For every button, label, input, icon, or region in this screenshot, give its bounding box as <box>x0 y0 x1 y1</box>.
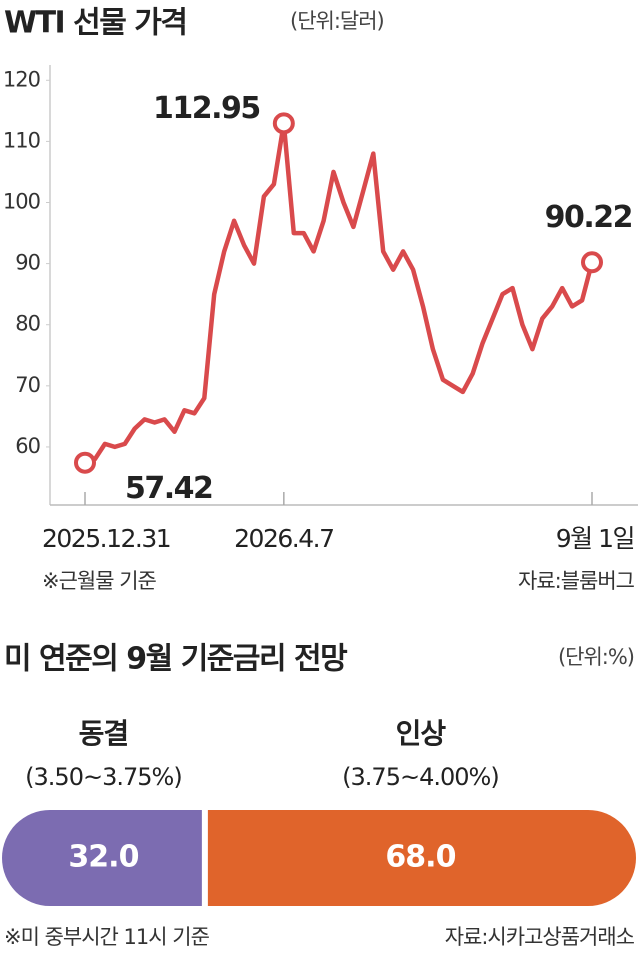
segment-value-label: 32.0 <box>68 840 138 875</box>
bar-group <box>2 810 636 906</box>
data-label: 112.95 <box>153 91 260 126</box>
legend-label: 인상 <box>396 717 447 750</box>
point-marker <box>581 251 603 274</box>
legend-label: 동결 <box>79 717 129 750</box>
y-tick-label: 60 <box>15 434 40 458</box>
y-tick-label: 90 <box>15 251 40 275</box>
price-line <box>84 121 595 465</box>
y-tick-label: 70 <box>15 373 40 397</box>
unit-label: (단위:달러) <box>290 9 384 33</box>
source-note: 자료:블룸버그 <box>518 569 635 593</box>
y-tick-label: 80 <box>15 312 40 336</box>
point-marker <box>272 112 295 135</box>
footnote: ※근월물 기준 <box>42 569 157 593</box>
chart-title: WTI 선물 가격 <box>4 6 187 41</box>
y-tick-label: 100 <box>3 190 40 214</box>
unit-label: (단위:%) <box>558 645 634 669</box>
segment-value-label: 68.0 <box>385 840 455 875</box>
data-label: 57.42 <box>125 471 212 506</box>
footnote: ※미 중부시간 11시 기준 <box>4 925 210 949</box>
x-tick-label: 2025.12.31 <box>42 524 170 553</box>
chart-title: 미 연준의 9월 기준금리 전망 <box>4 642 348 677</box>
point-marker <box>74 451 96 474</box>
bar-segment <box>204 810 636 906</box>
legend-range: (3.75~4.00%) <box>342 763 499 791</box>
source-note: 자료:시카고상품거래소 <box>445 925 635 949</box>
y-tick-label: 120 <box>3 67 40 91</box>
y-tick-label: 110 <box>3 128 40 152</box>
legend-range: (3.50~3.75%) <box>25 763 182 791</box>
x-tick-label: 2026.4.7 <box>234 524 333 553</box>
x-tick-label: 9월 1일 <box>556 524 634 553</box>
bar-segment <box>2 810 205 906</box>
data-label: 90.22 <box>545 200 632 235</box>
